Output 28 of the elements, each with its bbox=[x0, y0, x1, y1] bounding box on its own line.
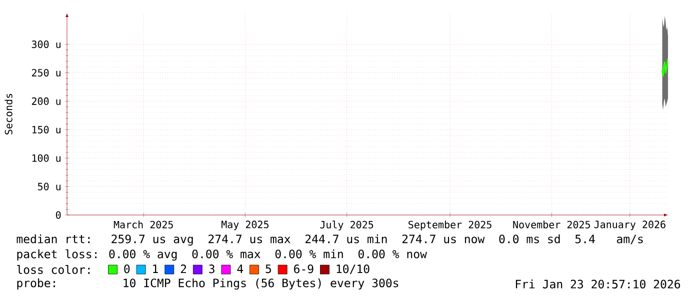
legend-label: 1 bbox=[153, 264, 158, 273]
y-tick-label: 300 u bbox=[32, 40, 60, 48]
y-tick-label: 200 u bbox=[32, 97, 60, 105]
y-tick-label: 150 u bbox=[32, 126, 60, 134]
line-series bbox=[661, 58, 668, 76]
legend-label: 3 bbox=[209, 264, 214, 274]
y-axis-title: Seconds bbox=[4, 94, 12, 134]
legend-label: 5 bbox=[266, 264, 271, 274]
y-tick-label: 250 u bbox=[32, 68, 60, 77]
legend-label: 2 bbox=[180, 264, 186, 274]
legend-label: 10/10 bbox=[336, 264, 370, 274]
text: packet loss: 0.00 % avg 0.00 % max 0.00 % min 0.00 % now bbox=[17, 249, 427, 261]
x-tick-label: March 2025 bbox=[114, 220, 173, 228]
y-tick-label: 100 u bbox=[32, 154, 60, 162]
legend-title: loss color: bbox=[17, 265, 90, 274]
x-tick-label: November 2025 bbox=[513, 220, 590, 228]
x-tick-label: July 2025 bbox=[320, 220, 374, 230]
x-tick-label: January 2026 bbox=[594, 220, 666, 230]
y-tick-label: 0 bbox=[56, 211, 61, 219]
x-tick-label: May 2025 bbox=[222, 220, 268, 230]
legend-label: 0 bbox=[124, 264, 130, 274]
legend-label: 6-9 bbox=[294, 264, 314, 274]
text: Fri Jan 23 20:57:10 2026 bbox=[516, 280, 680, 288]
x-tick-label: September 2025 bbox=[408, 220, 492, 230]
text: probe: 10 ICMP Echo Pings (56 Bytes) every 300s bbox=[17, 278, 398, 290]
legend-label: 4 bbox=[237, 264, 244, 273]
text: median rtt: 259.7 us avg 274.7 us max 244.7 us min 274.7 us now 0.0 ms sd 5.4 am/s bbox=[16, 234, 643, 246]
y-tick-label: 50 u bbox=[38, 182, 60, 190]
